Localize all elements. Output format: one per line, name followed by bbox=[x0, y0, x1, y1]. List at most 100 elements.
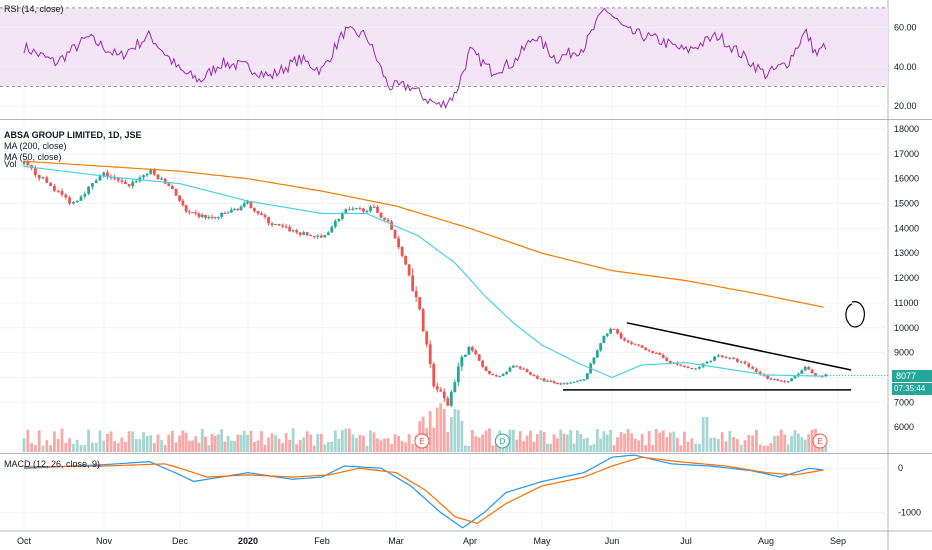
price-axis-tick: 10000 bbox=[894, 323, 919, 333]
candle bbox=[302, 230, 306, 236]
volume-bar bbox=[824, 445, 828, 452]
volume-bar bbox=[569, 430, 573, 452]
volume-bar bbox=[820, 445, 824, 452]
volume-bar bbox=[407, 434, 411, 452]
candle bbox=[256, 210, 260, 216]
volume-bar bbox=[797, 433, 800, 452]
volume-bar bbox=[463, 445, 467, 452]
volume-bar bbox=[682, 431, 686, 452]
rsi-band bbox=[0, 7, 888, 87]
candle bbox=[579, 379, 583, 382]
candle bbox=[644, 347, 648, 351]
volume-bar bbox=[233, 440, 236, 452]
bar-timer-badge: 07:35:44 bbox=[892, 382, 932, 395]
macd-legend: MACD (12, 26, close, 9) bbox=[4, 459, 100, 470]
candle bbox=[210, 214, 214, 220]
candle bbox=[658, 351, 662, 356]
volume-bar bbox=[637, 440, 641, 452]
volume-bar bbox=[698, 444, 701, 452]
candle bbox=[449, 389, 453, 408]
volume-bar bbox=[654, 429, 658, 452]
volume-bar bbox=[397, 435, 400, 452]
candle bbox=[705, 360, 709, 365]
candle bbox=[75, 200, 79, 203]
candle bbox=[134, 179, 138, 183]
candle bbox=[522, 367, 526, 370]
volume-bar bbox=[605, 434, 609, 452]
candle bbox=[127, 183, 131, 188]
volume-bar bbox=[460, 420, 464, 452]
candle bbox=[779, 379, 783, 382]
candle bbox=[682, 365, 686, 368]
volume-bar bbox=[204, 436, 207, 452]
candle bbox=[298, 232, 302, 237]
candle bbox=[160, 176, 163, 181]
rsi-line bbox=[23, 7, 827, 110]
candle bbox=[766, 374, 770, 380]
candle bbox=[743, 360, 747, 365]
candle bbox=[174, 188, 178, 196]
candle bbox=[539, 378, 543, 380]
volume-bar bbox=[355, 438, 358, 452]
volume-bar bbox=[552, 434, 556, 452]
candle bbox=[736, 357, 739, 363]
volume-bar bbox=[658, 432, 662, 452]
price-axis-tick: 14000 bbox=[894, 223, 919, 233]
event-marker-label: E bbox=[817, 437, 822, 446]
last-price-value: 8077 bbox=[896, 370, 917, 381]
price-axis-tick: 12000 bbox=[894, 273, 919, 283]
date-axis-tick: Oct bbox=[17, 536, 32, 546]
candle bbox=[45, 175, 49, 184]
candle bbox=[623, 337, 626, 342]
volume-bar bbox=[116, 443, 120, 452]
candle bbox=[508, 366, 512, 372]
price-axis-tick: 11000 bbox=[894, 298, 918, 308]
macd-legend-label: MACD (12, 26, close, 9) bbox=[4, 459, 101, 469]
date-axis-tick: May bbox=[533, 536, 551, 546]
date-axis-tick: Mar bbox=[388, 536, 404, 546]
candle bbox=[460, 354, 464, 372]
volume-bar bbox=[623, 433, 626, 452]
candle bbox=[807, 366, 811, 370]
drawn-circle-annotation bbox=[845, 301, 865, 328]
candle bbox=[253, 207, 256, 213]
candle bbox=[529, 371, 532, 376]
volume-bar bbox=[612, 445, 616, 452]
volume-bar bbox=[365, 445, 369, 452]
volume-bar bbox=[539, 430, 543, 452]
volume-bar bbox=[432, 427, 436, 452]
volume-bar bbox=[807, 434, 811, 452]
candle bbox=[116, 177, 120, 183]
volume-bar bbox=[267, 437, 270, 452]
volume-bar bbox=[505, 444, 508, 452]
volume-bar bbox=[131, 431, 135, 452]
volume-bar bbox=[171, 430, 174, 452]
volume-bar bbox=[786, 444, 790, 452]
volume-bar bbox=[277, 438, 281, 452]
volume-bar bbox=[751, 435, 754, 452]
volume-bar bbox=[284, 433, 288, 452]
candle bbox=[171, 184, 174, 190]
candle bbox=[91, 183, 94, 190]
volume-bar bbox=[256, 440, 260, 452]
volume-bar bbox=[694, 443, 697, 452]
volume-bar bbox=[72, 443, 75, 452]
candle bbox=[404, 255, 408, 266]
volume-bar bbox=[149, 435, 153, 452]
candle bbox=[713, 355, 716, 361]
candle bbox=[690, 367, 694, 370]
candle bbox=[56, 189, 60, 194]
volume-bar bbox=[253, 442, 256, 452]
volume-bar bbox=[542, 432, 546, 452]
volume-bar bbox=[281, 443, 284, 452]
volume-bar bbox=[575, 430, 579, 452]
candle bbox=[435, 382, 439, 393]
candle bbox=[546, 379, 549, 382]
candle bbox=[397, 235, 400, 250]
candle bbox=[439, 387, 443, 392]
candle bbox=[637, 344, 641, 347]
candle bbox=[79, 194, 83, 201]
volume-bar bbox=[393, 434, 397, 452]
volume-bar bbox=[609, 429, 612, 452]
volume-bar bbox=[242, 431, 246, 452]
